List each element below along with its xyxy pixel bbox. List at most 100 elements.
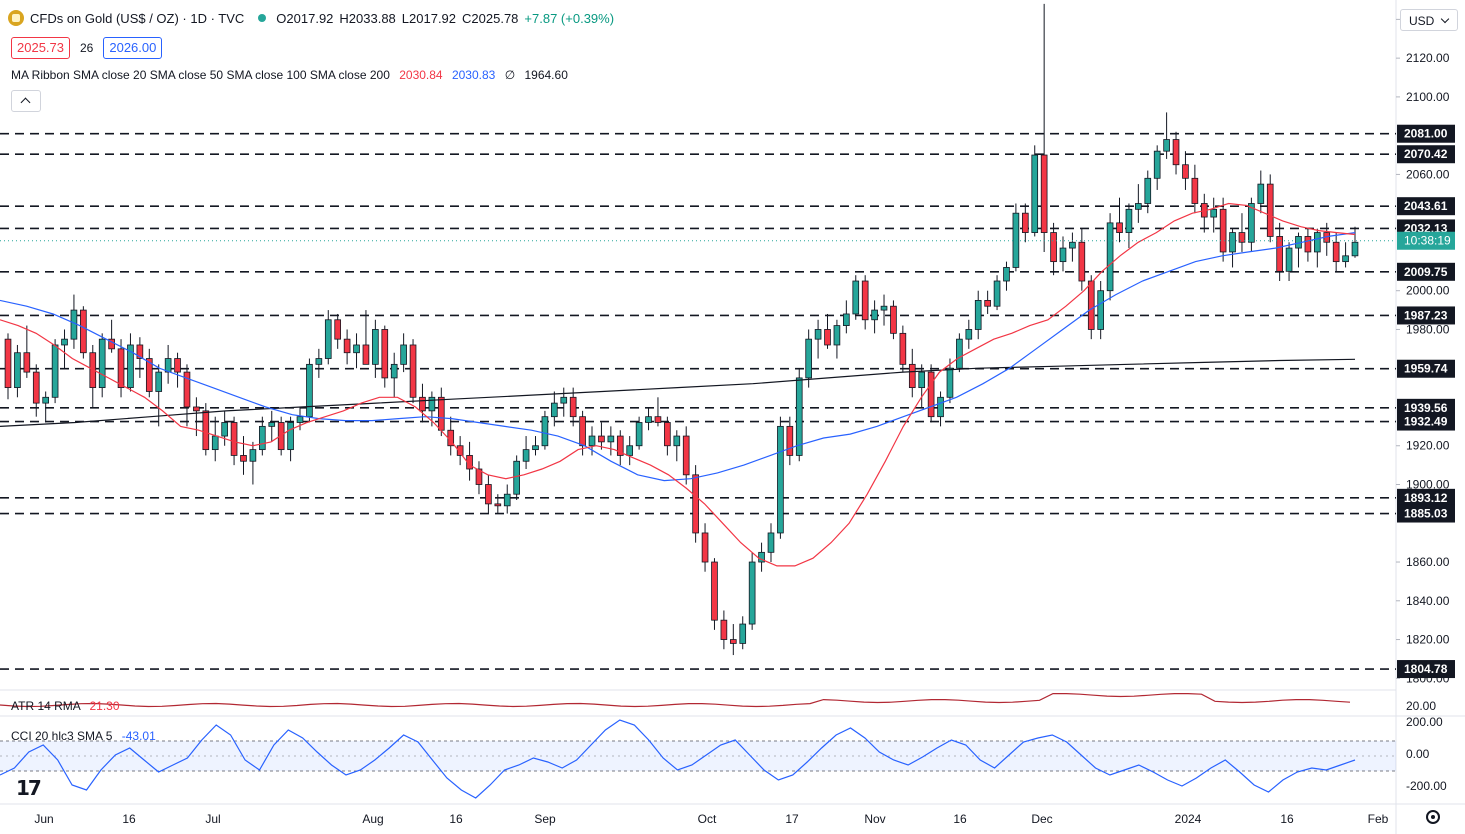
level-label: 1959.74	[1404, 362, 1448, 376]
candle-body	[1304, 236, 1312, 253]
candle-body	[984, 299, 991, 307]
candle-body	[880, 305, 888, 311]
spread-value: 26	[80, 41, 94, 55]
market-open-icon	[258, 14, 267, 22]
candle-body	[485, 484, 492, 505]
x-tick-label: 16	[449, 812, 463, 826]
ma-ribbon-legend[interactable]: MA Ribbon SMA close 20 SMA close 50 SMA …	[11, 68, 568, 82]
candle-body	[1342, 255, 1349, 263]
candle-body	[890, 305, 897, 334]
x-tick-label: 16	[953, 812, 967, 826]
candle-body	[1276, 236, 1283, 272]
candle-body	[777, 425, 784, 534]
level-label-box	[1397, 262, 1455, 281]
candle-body	[993, 280, 1001, 307]
candle-body	[1238, 232, 1246, 243]
candle-body	[635, 422, 643, 447]
level-label-box	[1397, 197, 1455, 216]
candle-body	[268, 422, 276, 427]
candle-body	[937, 396, 944, 418]
sma200-line	[0, 358, 1356, 427]
x-tick-label: 16	[122, 812, 136, 826]
level-label-box	[1397, 398, 1455, 417]
candle-body	[494, 503, 502, 507]
candle-body	[466, 455, 473, 470]
buy-button[interactable]: 2026.00	[103, 37, 163, 59]
tradingview-logo[interactable]: 17	[16, 776, 42, 800]
candle-body	[277, 422, 285, 451]
x-tick-label: Nov	[864, 812, 885, 826]
symbol-header[interactable]: CFDs on Gold (US$ / OZ) · 1D · TVC O2017…	[8, 10, 614, 26]
candle-body	[183, 371, 191, 408]
level-label: 1939.56	[1404, 401, 1448, 415]
candle-body	[541, 416, 549, 447]
atr-line	[0, 692, 1351, 708]
cci-axis-label: 200.00	[1406, 715, 1443, 729]
y-tick-label: 1840.00	[1406, 594, 1450, 608]
candle-body	[390, 363, 398, 379]
candle-body	[1106, 222, 1114, 292]
candle-body	[155, 371, 163, 392]
candle-body	[1144, 177, 1152, 204]
candle-body	[240, 455, 247, 462]
level-label-box	[1397, 504, 1455, 523]
candle-body	[522, 449, 530, 462]
x-tick-label: Sep	[534, 812, 556, 826]
level-label-box	[1397, 359, 1455, 378]
currency-select[interactable]: USD	[1400, 9, 1458, 31]
countdown-label: 10:38:19	[1404, 234, 1451, 248]
y-tick-label: 1920.00	[1406, 439, 1450, 453]
currency-label: USD	[1409, 14, 1435, 28]
candle-body	[353, 344, 360, 354]
x-tick-label: Jun	[34, 812, 53, 826]
candle-body	[1116, 222, 1123, 233]
atr-legend[interactable]: ATR 14 RMA 21.30	[11, 699, 120, 713]
candle-body	[598, 435, 605, 443]
cci-axis-label: 0.00	[1406, 747, 1430, 761]
sma200-value: 1964.60	[524, 68, 568, 82]
collapse-legend-button[interactable]	[11, 90, 41, 112]
candle-body	[1266, 183, 1274, 237]
x-tick-label: 17	[785, 812, 799, 826]
candle-body	[720, 619, 728, 640]
candle-body	[1191, 177, 1199, 204]
atr-axis-label: 20.00	[1406, 699, 1436, 713]
candle-body	[833, 325, 841, 346]
sma20-value: 2030.84	[399, 68, 443, 82]
candle-body	[1135, 203, 1142, 210]
candle-body	[1021, 212, 1029, 233]
cci-value: -43.01	[121, 729, 156, 743]
x-tick-label: Oct	[698, 812, 717, 826]
candle-body	[645, 416, 652, 423]
candle-body	[164, 358, 172, 373]
candle-body	[692, 474, 699, 534]
candle-body	[1069, 241, 1076, 249]
candle-body	[23, 352, 31, 373]
candle-body	[786, 425, 794, 456]
sma50-value: 2030.83	[451, 68, 496, 82]
candle-body	[965, 329, 973, 340]
atr-label: ATR 14 RMA	[11, 699, 81, 713]
sma100-value: ∅	[504, 68, 516, 82]
candle-body	[230, 422, 238, 456]
level-label: 2043.61	[1404, 199, 1448, 213]
cci-legend[interactable]: CCI 20 hlc3 SMA 5 -43.01	[11, 729, 156, 743]
sell-button[interactable]: 2025.73	[11, 37, 70, 59]
cci-line	[0, 719, 1356, 799]
candle-body	[287, 422, 294, 451]
x-tick-label: Jul	[205, 812, 220, 826]
symbol-title[interactable]: CFDs on Gold (US$ / OZ) · 1D · TVC	[30, 10, 245, 26]
candle-body	[1314, 232, 1321, 253]
candle-body	[400, 344, 407, 365]
candle-body	[1172, 139, 1180, 166]
candle-body	[437, 396, 445, 431]
candle-body	[324, 319, 332, 359]
candle-body	[748, 561, 756, 625]
gear-icon[interactable]	[1426, 810, 1440, 824]
level-label-box	[1397, 145, 1455, 164]
y-tick-label: 1900.00	[1406, 478, 1450, 492]
candle-body	[334, 319, 342, 340]
candle-body	[1097, 290, 1104, 330]
